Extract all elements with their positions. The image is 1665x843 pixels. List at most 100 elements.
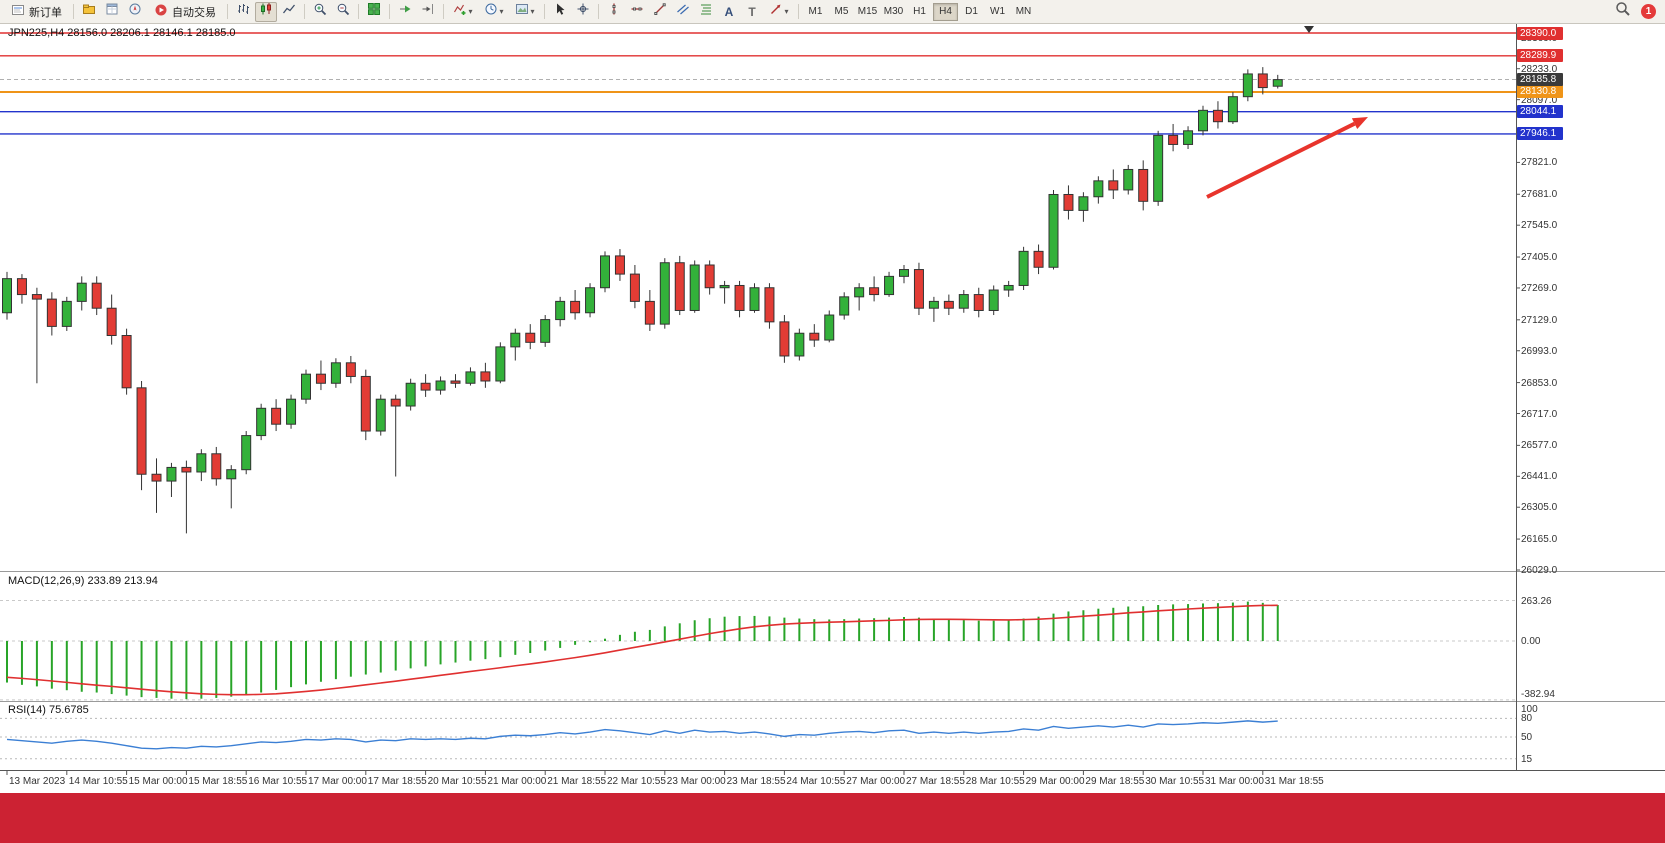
fibonacci-tool-button[interactable] (695, 2, 717, 22)
zoom-in-button[interactable] (309, 2, 331, 22)
candle (390, 398, 401, 407)
tf-button-m5[interactable]: M5 (829, 3, 854, 21)
candle (435, 380, 446, 391)
horizontal-line-tool-button[interactable] (626, 2, 648, 22)
tf-button-h1[interactable]: H1 (907, 3, 932, 21)
candle (136, 387, 147, 475)
chart-shift-marker[interactable] (1304, 26, 1314, 33)
candlestick-mode-button[interactable] (255, 1, 277, 22)
candlestick-icon (259, 2, 273, 21)
tf-button-d1[interactable]: D1 (959, 3, 984, 21)
tf-button-mn[interactable]: MN (1011, 3, 1036, 21)
candle (973, 294, 984, 311)
tile-windows-button[interactable] (363, 2, 385, 22)
macd-indicator-title: MACD(12,26,9) 233.89 213.94 (8, 575, 158, 587)
indicators-icon (453, 2, 467, 21)
candle (704, 264, 715, 289)
candle (899, 269, 909, 277)
auto-scroll-icon (398, 2, 412, 21)
periods-dropdown-button[interactable]: ▾ (479, 2, 509, 22)
candle (1033, 250, 1044, 268)
trendline-tool-button[interactable] (649, 2, 671, 22)
chart-shift-button[interactable] (417, 2, 439, 22)
candles (2, 67, 1283, 534)
navigator-button[interactable] (124, 2, 146, 22)
candle (764, 287, 775, 323)
candle (360, 375, 371, 432)
candle (913, 269, 924, 309)
autotrade-button[interactable]: 自动交易 (147, 2, 223, 22)
profiles-button[interactable] (78, 2, 100, 22)
text-tool-button[interactable]: A (718, 2, 740, 22)
candle (525, 332, 536, 343)
vertical-line-tool-button[interactable] (603, 2, 625, 22)
new-order-button[interactable]: 新订单 (4, 2, 69, 22)
candle (794, 332, 805, 357)
zoom-in-icon (313, 2, 327, 21)
templates-dropdown-button[interactable]: ▾ (510, 2, 540, 22)
macd-signal-line (6, 604, 1278, 696)
candle (629, 273, 640, 302)
candle (1138, 168, 1149, 202)
order-ticket-icon (11, 3, 25, 20)
candle (226, 469, 237, 480)
candle (405, 382, 416, 407)
compass-icon (128, 2, 142, 21)
rsi-indicator-title: RSI(14) 75.6785 (8, 704, 89, 716)
object-lines (0, 32, 1516, 135)
candle (256, 407, 267, 437)
candle (1242, 73, 1253, 98)
candle (988, 289, 999, 311)
candle (824, 314, 835, 341)
annotation-arrow[interactable] (1206, 121, 1356, 199)
tf-button-m15[interactable]: M15 (855, 3, 880, 21)
candle (555, 300, 566, 321)
candle (1153, 134, 1164, 202)
candle (465, 371, 476, 384)
clock-icon (484, 2, 498, 21)
candle (839, 296, 850, 316)
candle (1093, 180, 1104, 198)
arrow-shape-icon (769, 2, 783, 21)
tf-button-m30[interactable]: M30 (881, 3, 906, 21)
candle (46, 298, 57, 327)
candle (76, 282, 87, 302)
candle (510, 332, 521, 348)
candle (1048, 193, 1059, 268)
candle (495, 346, 506, 382)
line-chart-icon (282, 2, 296, 21)
auto-scroll-button[interactable] (394, 2, 416, 22)
zoom-out-button[interactable] (332, 2, 354, 22)
candle (659, 262, 670, 325)
notification-badge[interactable]: 1 (1641, 4, 1656, 19)
channel-tool-button[interactable] (672, 2, 694, 22)
label-tool-button[interactable]: T (741, 2, 763, 22)
candle (301, 373, 311, 400)
tf-button-h4[interactable]: H4 (933, 2, 958, 21)
bar-chart-mode-button[interactable] (232, 2, 254, 22)
data-window-button[interactable] (101, 2, 123, 22)
candle (928, 300, 939, 309)
toolbar-separator (358, 4, 359, 19)
search-icon[interactable] (1615, 1, 1631, 22)
crosshair-tool-button[interactable] (572, 2, 594, 22)
tf-button-w1[interactable]: W1 (985, 3, 1010, 21)
fibonacci-icon (699, 2, 713, 21)
cursor-tool-button[interactable] (549, 2, 571, 22)
candle (958, 294, 969, 309)
candle (674, 262, 685, 311)
toolbar-separator (304, 4, 305, 19)
chevron-down-icon: ▾ (784, 7, 789, 16)
trendline-icon (653, 2, 667, 21)
toolbar-separator (73, 4, 74, 19)
tf-button-m1[interactable]: M1 (803, 3, 828, 21)
line-chart-mode-button[interactable] (278, 2, 300, 22)
toolbar-separator (389, 4, 390, 19)
candle (749, 287, 760, 311)
shapes-dropdown-button[interactable]: ▾ (764, 2, 794, 22)
candle (31, 294, 42, 300)
indicators-dropdown-button[interactable]: ▾ (448, 2, 478, 22)
toolbar-separator (544, 4, 545, 19)
